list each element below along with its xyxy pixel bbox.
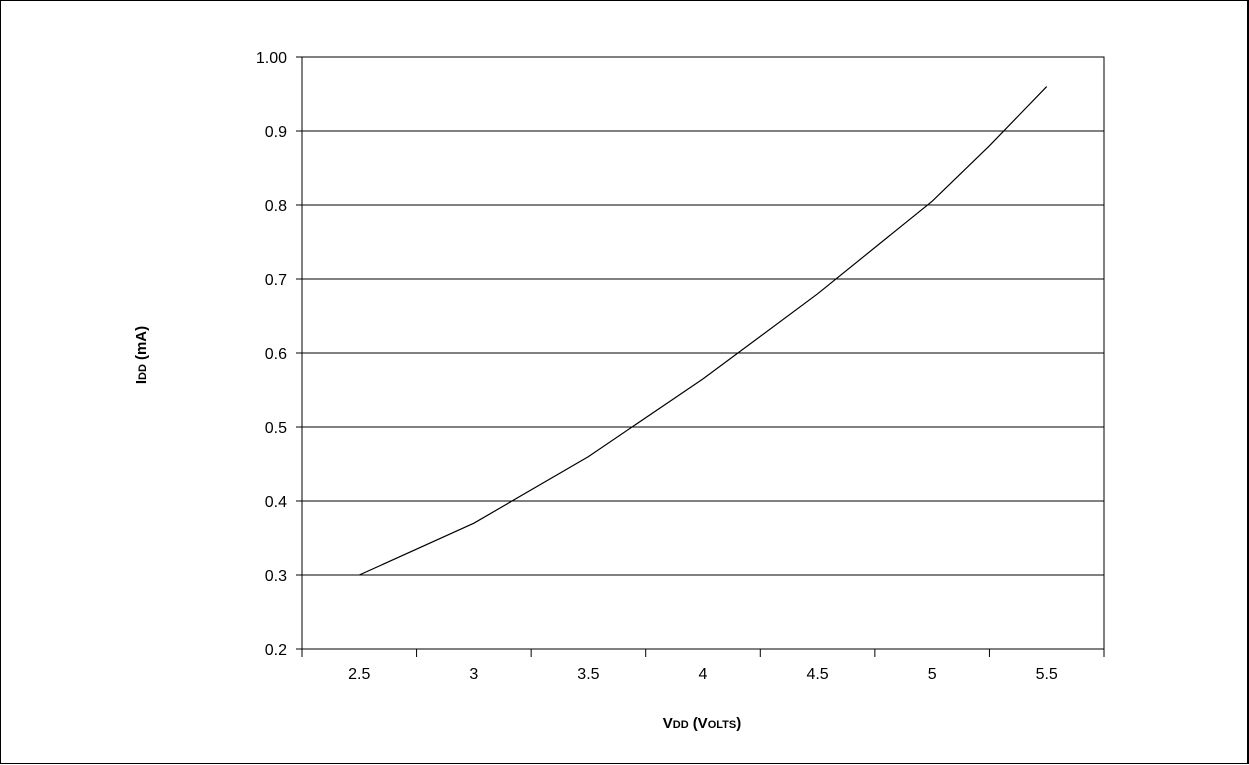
y-tick-label: 0.8	[265, 198, 287, 215]
x-axis-title: VDD (VOLTS)	[663, 715, 741, 732]
gridlines	[302, 130, 1104, 576]
x-tick-label: 3	[469, 666, 478, 683]
y-axis-title-main: I	[133, 380, 150, 384]
x-tick-label: 4	[699, 666, 708, 683]
x-tick-label: 4.5	[806, 666, 828, 683]
x-tick-label: 3.5	[577, 666, 599, 683]
x-axis-title-main: V	[663, 715, 673, 732]
series-layer	[359, 86, 1048, 576]
y-tick-label: 0.5	[265, 420, 287, 437]
y-tick-label: 0.7	[265, 272, 287, 289]
y-axis-title-unit: (mA)	[133, 326, 150, 360]
x-axis-title-unit-smallcaps: OLTS	[708, 719, 737, 731]
x-tick-label: 2.5	[348, 666, 370, 683]
y-tick-label: 0.2	[265, 642, 287, 659]
x-axis-title-sub: DD	[673, 719, 689, 731]
x-tick-label: 5	[928, 666, 937, 683]
x-tick-label: 5.5	[1036, 666, 1058, 683]
y-tick-label: 0.9	[265, 124, 287, 141]
y-axis-title: IDD (mA)	[133, 326, 150, 384]
y-tick-label: 0.6	[265, 346, 287, 363]
y-tick-label: 0.4	[265, 494, 287, 511]
axis-ticks: 0.2 0.3 0.4 0.5 0.6 0.7 0.8 0.9 1.00 2.5 3 3.5 4 4.5 5…	[256, 50, 1105, 683]
x-axis-title-close: )	[736, 715, 741, 732]
y-tick-label: 0.3	[265, 568, 287, 585]
y-tick-label: 1.00	[256, 50, 287, 67]
y-axis-title-sub: DD	[137, 364, 149, 380]
series-line	[359, 86, 1048, 576]
x-axis-title-unit: (V	[693, 715, 708, 732]
